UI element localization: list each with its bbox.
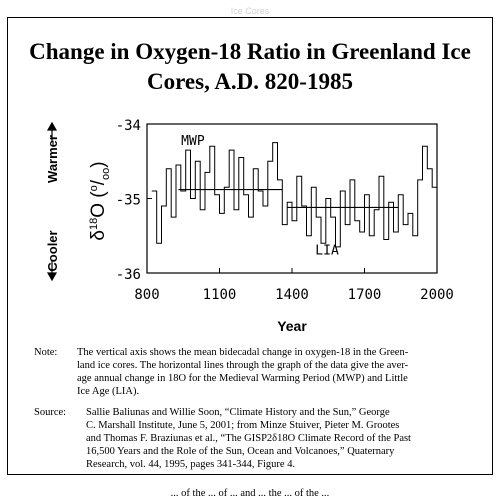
y-tick-label: -36 xyxy=(116,267,141,283)
source-line: C. Marshall Institute, June 5, 2001; fro… xyxy=(86,420,400,431)
cooler-label: Cooler xyxy=(45,230,60,271)
note-line: age annual change in 18O for the Medieva… xyxy=(77,373,408,384)
y-axis-ticks: -34 -35 -36 xyxy=(116,118,152,283)
annotation-mwp: MWP xyxy=(181,134,205,149)
annotation-lia: LIA xyxy=(315,243,339,258)
note-line: Ice Age (LIA). xyxy=(77,386,140,397)
note-line: land ice cores. The horizontal lines thr… xyxy=(77,360,409,371)
x-axis-label: Year xyxy=(277,318,307,334)
chart: -34 -35 -36 800 1100 1400 1700 2000 MWP LIA War… xyxy=(45,118,454,334)
y-axis-label: δ18O (o/oo) xyxy=(88,161,112,240)
source-line: and Thomas F. Braziunas et al., “The GIS… xyxy=(86,433,411,444)
x-tick-label: 1700 xyxy=(348,287,382,303)
note-line: The vertical axis shows the mean bidecad… xyxy=(77,347,409,358)
warmer-arrow-icon xyxy=(46,121,58,142)
x-tick-label: 1400 xyxy=(275,287,309,303)
source-line: 16,500 Years and the Role of the Sun, Oc… xyxy=(86,446,395,457)
cooler-arrow-icon xyxy=(46,260,58,282)
source-line: Research, vol. 44, 1995, pages 341-344, … xyxy=(86,459,296,470)
series-group xyxy=(151,142,437,248)
x-tick-label: 1100 xyxy=(203,287,237,303)
cut-off-body-text: ... of the ... of ... and ... the ... of… xyxy=(170,488,330,499)
chart-title: Change in Oxygen-18 Ratio in Greenland I… xyxy=(29,39,471,94)
source-label: Source: xyxy=(34,407,67,418)
x-tick-label: 800 xyxy=(134,287,159,303)
faint-header-text: Ice Cores xyxy=(230,6,270,16)
annotations-group: MWP LIA xyxy=(181,134,339,259)
series-line-o18 xyxy=(151,142,437,248)
y-tick-label: -35 xyxy=(116,193,141,209)
note-label: Note: xyxy=(34,347,58,358)
figure-frame xyxy=(7,17,493,475)
warmer-label: Warmer xyxy=(45,135,60,183)
x-tick-label: 2000 xyxy=(420,287,454,303)
y-tick-label: -34 xyxy=(116,118,141,134)
x-axis-ticks: 800 1100 1400 1700 2000 xyxy=(134,268,454,303)
source-line: Sallie Baliunas and Willie Soon, “Climat… xyxy=(86,407,390,418)
